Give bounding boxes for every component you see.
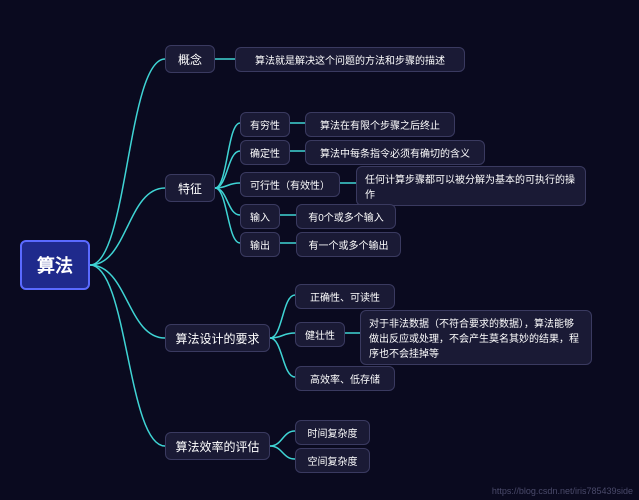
branch-node-b2: 特征 <box>165 174 215 202</box>
leaf-node-b2e1: 有一个或多个输出 <box>296 232 401 257</box>
edge-root-b2 <box>90 188 165 265</box>
leaf-node-b3b: 健壮性 <box>295 322 345 347</box>
leaf-node-b2d1: 有0个或多个输入 <box>296 204 396 229</box>
branch-node-b1: 概念 <box>165 45 215 73</box>
edge-b2-b2c <box>215 183 240 188</box>
edge-b4-b4b <box>270 446 295 459</box>
branch-node-b4: 算法效率的评估 <box>165 432 270 460</box>
edge-root-b3 <box>90 265 165 338</box>
edge-b4-b4a <box>270 431 295 446</box>
root-node-root: 算法 <box>20 240 90 290</box>
edge-b3-b3a <box>270 295 295 338</box>
watermark-text: https://blog.csdn.net/iris785439side <box>492 486 633 496</box>
leaf-node-b2c: 可行性（有效性） <box>240 172 340 197</box>
edge-root-b4 <box>90 265 165 446</box>
leaf-node-b2a1: 算法在有限个步骤之后终止 <box>305 112 455 137</box>
branch-node-b3: 算法设计的要求 <box>165 324 270 352</box>
edge-b2-b2a <box>215 123 240 188</box>
edge-b2-b2b <box>215 151 240 188</box>
leaf-node-b1l1: 算法就是解决这个问题的方法和步骤的描述 <box>235 47 465 72</box>
leaf-node-b2a: 有穷性 <box>240 112 290 137</box>
leaf-node-b3a: 正确性、可读性 <box>295 284 395 309</box>
edge-b2-b2d <box>215 188 240 215</box>
leaf-node-b4b: 空间复杂度 <box>295 448 370 473</box>
leaf-node-b4a: 时间复杂度 <box>295 420 370 445</box>
leaf-node-b2b1: 算法中每条指令必须有确切的含义 <box>305 140 485 165</box>
leaf-node-b2e: 输出 <box>240 232 280 257</box>
leaf-node-b2d: 输入 <box>240 204 280 229</box>
leaf-node-b3c: 高效率、低存储 <box>295 366 395 391</box>
edge-b2-b2e <box>215 188 240 243</box>
leaf-node-b3b1: 对于非法数据（不符合要求的数据），算法能够做出反应或处理，不会产生莫名其妙的结果… <box>360 310 592 365</box>
edge-b3-b3b <box>270 333 295 338</box>
leaf-node-b2b: 确定性 <box>240 140 290 165</box>
leaf-node-b2c1: 任何计算步骤都可以被分解为基本的可执行的操作 <box>356 166 586 206</box>
edge-b3-b3c <box>270 338 295 377</box>
edge-root-b1 <box>90 59 165 265</box>
